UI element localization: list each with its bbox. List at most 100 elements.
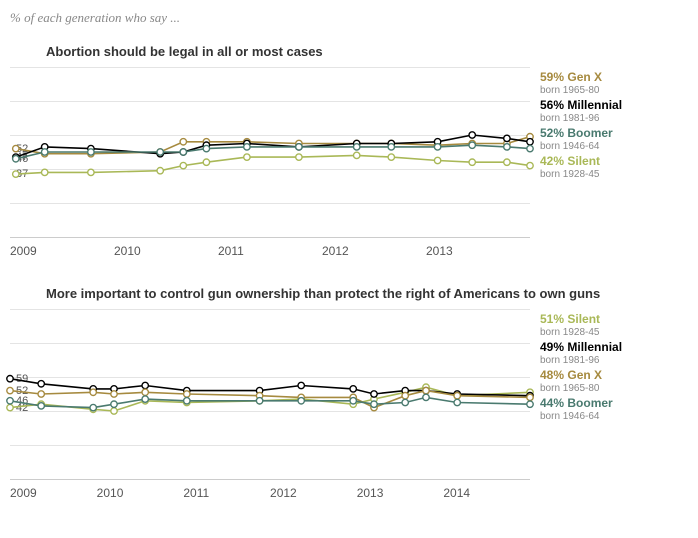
series-marker-silent	[180, 162, 186, 168]
end-label-name: Millennial	[567, 98, 622, 112]
series-marker-silent	[434, 157, 440, 163]
end-label-name: Silent	[567, 312, 600, 326]
end-label-boomer: 52% Boomerborn 1946-64	[540, 127, 613, 152]
x-tick: 2012	[322, 244, 426, 258]
series-marker-boomer	[371, 401, 377, 407]
series-marker-boomer	[454, 399, 460, 405]
x-axis: 20092010201120122013	[10, 238, 530, 258]
end-label-millennial: 49% Millennialborn 1981-96	[540, 341, 622, 366]
series-marker-silent	[157, 168, 163, 174]
series-marker-boomer	[256, 398, 262, 404]
series-marker-silent	[88, 169, 94, 175]
series-marker-millennial	[504, 135, 510, 141]
end-label-silent: 51% Silentborn 1928-45	[540, 313, 600, 338]
end-label-name: Millennial	[567, 340, 622, 354]
end-label-born: born 1946-64	[540, 411, 613, 423]
series-marker-genx	[142, 389, 148, 395]
series-marker-boomer	[434, 144, 440, 150]
x-tick: 2009	[10, 244, 114, 258]
chart-svg	[10, 309, 530, 479]
x-tick: 2010	[114, 244, 218, 258]
series-marker-millennial	[371, 391, 377, 397]
series-marker-boomer	[423, 394, 429, 400]
series-marker-millennial	[298, 382, 304, 388]
series-marker-boomer	[184, 398, 190, 404]
chart-block: Abortion should be legal in all or most …	[10, 44, 688, 258]
end-label-pct: 44%	[540, 396, 564, 410]
series-marker-genx	[402, 393, 408, 399]
series-marker-silent	[296, 154, 302, 160]
series-marker-boomer	[203, 145, 209, 151]
series-marker-boomer	[296, 144, 302, 150]
series-marker-boomer	[180, 149, 186, 155]
end-label-pct: 56%	[540, 98, 564, 112]
end-label-born: born 1981-96	[540, 355, 622, 367]
end-label-born: born 1965-80	[540, 85, 602, 97]
series-marker-millennial	[142, 382, 148, 388]
x-tick: 2009	[10, 486, 97, 500]
end-label-name: Boomer	[567, 126, 612, 140]
series-marker-boomer	[157, 149, 163, 155]
series-marker-genx	[184, 391, 190, 397]
series-marker-silent	[111, 408, 117, 414]
x-axis: 200920102011201220132014	[10, 480, 530, 500]
series-marker-silent	[388, 154, 394, 160]
end-label-pct: 52%	[540, 126, 564, 140]
series-marker-boomer	[504, 144, 510, 150]
series-marker-millennial	[350, 386, 356, 392]
series-marker-boomer	[469, 142, 475, 148]
end-label-pct: 42%	[540, 154, 564, 168]
series-marker-genx	[90, 389, 96, 395]
series-marker-boomer	[388, 144, 394, 150]
series-marker-silent	[244, 154, 250, 160]
series-marker-genx	[7, 387, 13, 393]
end-label-born: born 1965-80	[540, 383, 602, 395]
end-label-pct: 59%	[540, 70, 564, 84]
series-line-boomer	[10, 397, 530, 407]
plot-area: 52474637	[10, 67, 530, 238]
series-marker-genx	[13, 145, 19, 151]
chart-block: More important to control gun ownership …	[10, 286, 688, 500]
page-subtitle: % of each generation who say ...	[10, 10, 688, 26]
series-marker-boomer	[7, 398, 13, 404]
end-label-born: born 1928-45	[540, 327, 600, 339]
end-label-name: Boomer	[567, 396, 612, 410]
end-labels: 59% Gen Xborn 1965-8056% Millennialborn …	[530, 67, 688, 258]
x-tick: 2013	[357, 486, 444, 500]
x-tick: 2012	[270, 486, 357, 500]
end-label-born: born 1981-96	[540, 113, 622, 125]
x-tick: 2011	[183, 486, 270, 500]
charts-container: Abortion should be legal in all or most …	[10, 44, 688, 500]
end-label-silent: 42% Silentborn 1928-45	[540, 155, 600, 180]
end-label-born: born 1928-45	[540, 169, 600, 181]
series-marker-silent	[469, 159, 475, 165]
series-marker-boomer	[38, 403, 44, 409]
series-marker-boomer	[88, 149, 94, 155]
series-marker-boomer	[244, 144, 250, 150]
series-marker-boomer	[42, 149, 48, 155]
series-marker-boomer	[350, 398, 356, 404]
end-label-genx: 59% Gen Xborn 1965-80	[540, 71, 602, 96]
end-label-pct: 51%	[540, 312, 564, 326]
chart-title: Abortion should be legal in all or most …	[46, 44, 688, 59]
chart-title: More important to control gun ownership …	[46, 286, 688, 301]
end-label-boomer: 44% Boomerborn 1946-64	[540, 397, 613, 422]
x-tick: 2010	[97, 486, 184, 500]
series-marker-genx	[180, 139, 186, 145]
series-marker-boomer	[13, 156, 19, 162]
x-tick: 2013	[426, 244, 530, 258]
end-label-genx: 48% Gen Xborn 1965-80	[540, 369, 602, 394]
end-label-name: Silent	[567, 154, 600, 168]
series-marker-silent	[203, 159, 209, 165]
series-marker-genx	[38, 391, 44, 397]
series-marker-silent	[504, 159, 510, 165]
series-marker-boomer	[298, 398, 304, 404]
end-label-born: born 1946-64	[540, 141, 613, 153]
x-tick: 2011	[218, 244, 322, 258]
series-marker-silent	[354, 152, 360, 158]
series-marker-silent	[7, 404, 13, 410]
series-marker-boomer	[90, 404, 96, 410]
end-label-pct: 48%	[540, 368, 564, 382]
series-marker-millennial	[38, 381, 44, 387]
plot-area: 59524642	[10, 309, 530, 480]
